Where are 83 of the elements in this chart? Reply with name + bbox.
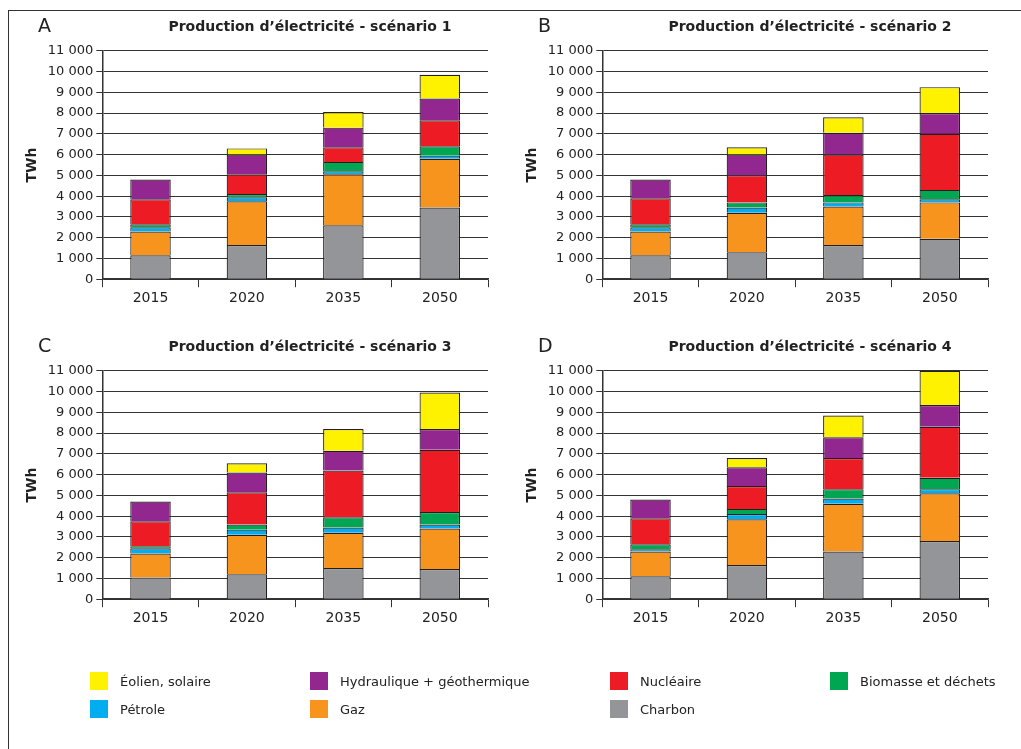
x-tick-label: 2035 <box>325 609 362 626</box>
x-tick-label: 2015 <box>132 609 169 626</box>
y-tick-label: 2 000 <box>556 549 594 565</box>
x-tick-label: 2035 <box>825 609 862 626</box>
y-tick-label: 11 000 <box>47 42 94 58</box>
x-tick-label: 2015 <box>132 289 169 306</box>
legend-label: Biomasse et déchets <box>860 673 996 689</box>
y-tick-label: 2 000 <box>56 229 94 245</box>
y-tick-label: 6 000 <box>556 145 594 161</box>
y-tick-label: 7 000 <box>556 125 594 141</box>
y-tick-label: 11 000 <box>47 362 94 378</box>
y-tick-label: 10 000 <box>47 62 94 78</box>
chart-title: Production d’électricité - scénario 3 <box>167 338 453 354</box>
y-tick-label: 7 000 <box>56 445 94 461</box>
chart-title: Production d’électricité - scénario 2 <box>667 18 953 34</box>
y-tick-label: 0 <box>585 270 594 286</box>
y-tick-label: 8 000 <box>56 424 94 440</box>
x-tick-label: 2015 <box>632 289 669 306</box>
y-tick-label: 1 000 <box>556 569 594 585</box>
y-tick-label: 9 000 <box>556 403 594 419</box>
y-tick-label: 5 000 <box>556 166 594 182</box>
y-tick-label: 0 <box>85 590 94 606</box>
y-tick-label: 0 <box>85 270 94 286</box>
x-tick-label: 2020 <box>729 289 765 306</box>
y-tick-label: 3 000 <box>556 528 594 544</box>
legend-label: Nucléaire <box>640 673 702 689</box>
y-tick-label: 5 000 <box>56 486 94 502</box>
y-tick-label: 8 000 <box>556 424 594 440</box>
y-tick-label: 4 000 <box>56 187 94 203</box>
y-tick-label: 2 000 <box>556 229 594 245</box>
text: D <box>538 334 553 356</box>
y-tick-label: 3 000 <box>56 528 94 544</box>
y-tick-label: 3 000 <box>556 208 594 224</box>
y-tick-label: 7 000 <box>56 125 94 141</box>
y-tick-label: 5 000 <box>56 166 94 182</box>
y-tick-label: 5 000 <box>556 486 594 502</box>
y-tick-label: 11 000 <box>547 42 594 58</box>
x-tick-label: 2050 <box>421 289 458 306</box>
y-tick-label: 9 000 <box>56 83 94 99</box>
y-tick-label: 4 000 <box>556 187 594 203</box>
x-tick-label: 2050 <box>421 609 458 626</box>
y-tick-label: 10 000 <box>547 62 594 78</box>
x-tick-label: 2020 <box>729 609 765 626</box>
y-tick-label: 8 000 <box>56 104 94 120</box>
y-tick-label: 8 000 <box>556 104 594 120</box>
text: A <box>38 14 51 36</box>
x-tick-label: 2015 <box>632 609 669 626</box>
y-tick-label: 9 000 <box>556 83 594 99</box>
y-tick-label: 4 000 <box>56 507 94 523</box>
x-tick-label: 2050 <box>921 609 958 626</box>
text: B <box>538 14 552 36</box>
legend-label: Charbon <box>640 701 696 717</box>
y-tick-label: 3 000 <box>56 208 94 224</box>
y-tick-label: 2 000 <box>56 549 94 565</box>
text: C <box>38 334 52 356</box>
y-tick-label: 6 000 <box>56 145 94 161</box>
y-tick-label: 7 000 <box>556 445 594 461</box>
y-axis-title: TWh <box>23 467 40 503</box>
chart-title: Production d’électricité - scénario 4 <box>667 338 953 354</box>
y-tick-label: 6 000 <box>56 465 94 481</box>
y-tick-label: 1 000 <box>56 249 94 265</box>
y-axis-title: TWh <box>523 467 540 503</box>
x-tick-label: 2020 <box>229 289 265 306</box>
legend-label: Pétrole <box>120 701 166 717</box>
legend-label: Gaz <box>340 701 365 717</box>
y-tick-label: 6 000 <box>556 465 594 481</box>
y-tick-label: 10 000 <box>547 382 594 398</box>
legend-label: Éolien, solaire <box>120 673 211 689</box>
x-tick-label: 2035 <box>825 289 862 306</box>
y-tick-label: 10 000 <box>47 382 94 398</box>
chart-title: Production d’électricité - scénario 1 <box>167 18 453 34</box>
y-tick-label: 1 000 <box>556 249 594 265</box>
y-tick-label: 11 000 <box>547 362 594 378</box>
y-tick-label: 1 000 <box>56 569 94 585</box>
y-tick-label: 9 000 <box>56 403 94 419</box>
y-axis-title: TWh <box>23 147 40 183</box>
y-axis-title: TWh <box>523 147 540 183</box>
y-tick-label: 4 000 <box>556 507 594 523</box>
y-tick-label: 0 <box>585 590 594 606</box>
legend-label: Hydraulique + géothermique <box>340 673 530 689</box>
x-tick-label: 2020 <box>229 609 265 626</box>
x-tick-label: 2035 <box>325 289 362 306</box>
x-tick-label: 2050 <box>921 289 958 306</box>
